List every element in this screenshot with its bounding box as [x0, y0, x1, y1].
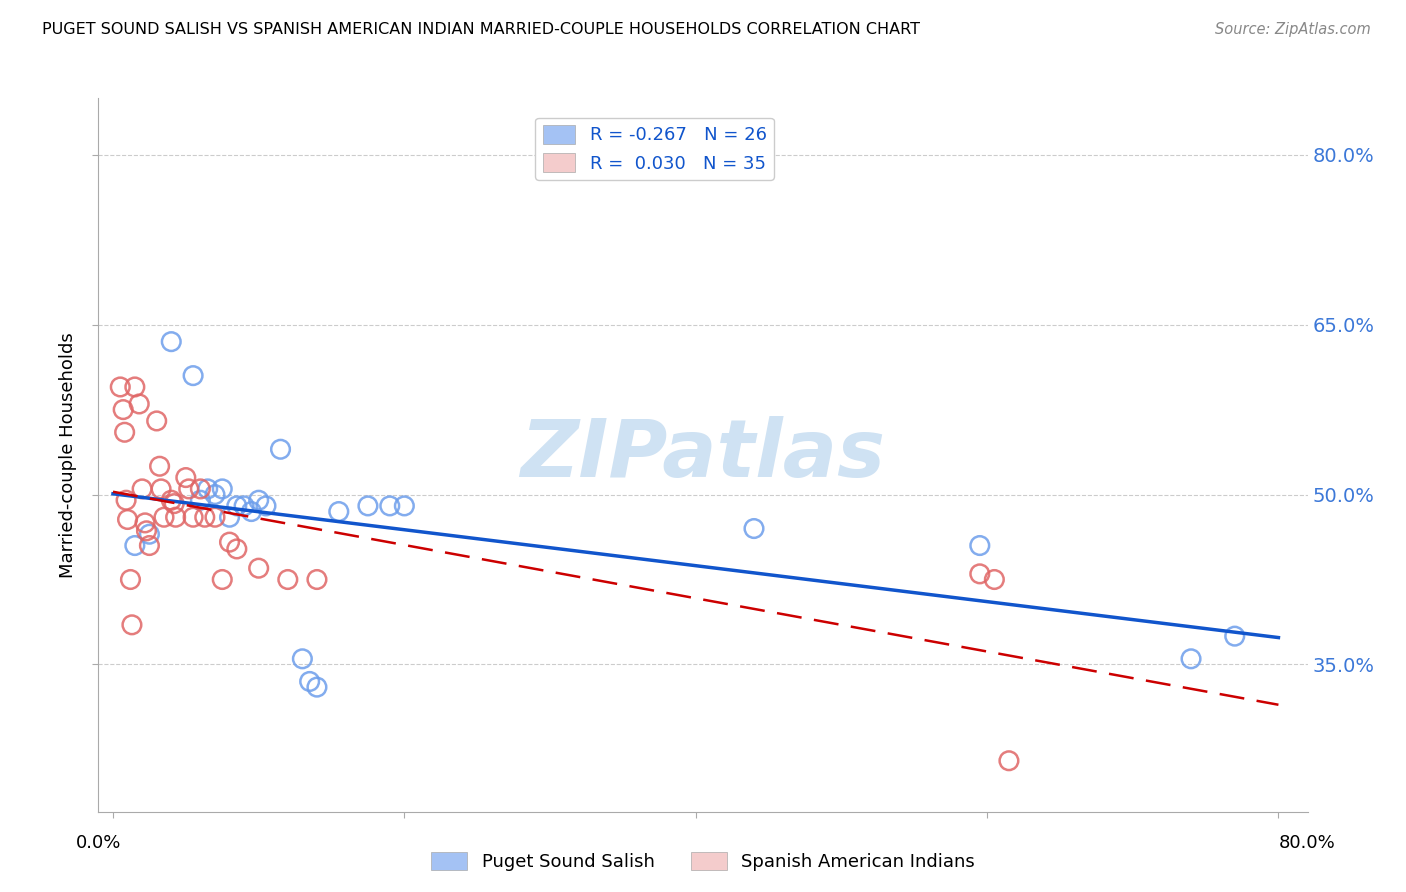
Point — [270, 442, 292, 457]
Point — [160, 493, 183, 508]
Point — [145, 414, 167, 428]
Point — [394, 499, 416, 513]
Point — [177, 482, 200, 496]
Point — [181, 510, 204, 524]
Point — [190, 493, 212, 508]
Point — [225, 499, 247, 513]
Point — [298, 674, 321, 689]
Point — [983, 573, 1005, 587]
Point — [190, 482, 212, 496]
Point — [357, 499, 380, 513]
Text: ZIPatlas: ZIPatlas — [520, 416, 886, 494]
Point — [204, 487, 226, 501]
Point — [120, 573, 142, 587]
Point — [128, 397, 150, 411]
Point — [149, 459, 172, 474]
Point — [124, 380, 146, 394]
Point — [204, 510, 226, 524]
Point — [112, 402, 135, 417]
Point — [305, 573, 328, 587]
Point — [114, 425, 136, 440]
Point — [1180, 652, 1202, 666]
Point — [233, 499, 256, 513]
Legend: Puget Sound Salish, Spanish American Indians: Puget Sound Salish, Spanish American Ind… — [423, 845, 983, 879]
Point — [121, 617, 143, 632]
Point — [291, 652, 314, 666]
Point — [124, 539, 146, 553]
Point — [277, 573, 299, 587]
Point — [138, 539, 160, 553]
Point — [742, 522, 765, 536]
Point — [110, 380, 132, 394]
Point — [254, 499, 277, 513]
Point — [181, 368, 204, 383]
Point — [378, 499, 401, 513]
Point — [211, 482, 233, 496]
Point — [117, 512, 139, 526]
Point — [218, 535, 240, 549]
Point — [163, 497, 186, 511]
Text: 0.0%: 0.0% — [76, 834, 121, 852]
Text: Source: ZipAtlas.com: Source: ZipAtlas.com — [1215, 22, 1371, 37]
Point — [998, 754, 1021, 768]
Point — [174, 470, 197, 484]
Point — [165, 510, 187, 524]
Point — [160, 334, 183, 349]
Point — [138, 527, 160, 541]
Point — [247, 493, 270, 508]
Point — [225, 541, 247, 556]
Point — [115, 493, 138, 508]
Point — [218, 510, 240, 524]
Legend: R = -0.267   N = 26, R =  0.030   N = 35: R = -0.267 N = 26, R = 0.030 N = 35 — [536, 118, 773, 180]
Point — [305, 680, 328, 694]
Point — [150, 482, 173, 496]
Text: PUGET SOUND SALISH VS SPANISH AMERICAN INDIAN MARRIED-COUPLE HOUSEHOLDS CORRELAT: PUGET SOUND SALISH VS SPANISH AMERICAN I… — [42, 22, 920, 37]
Point — [247, 561, 270, 575]
Point — [1223, 629, 1246, 643]
Point — [328, 504, 350, 518]
Point — [134, 516, 156, 530]
Point — [153, 510, 176, 524]
Point — [969, 539, 991, 553]
Text: 80.0%: 80.0% — [1279, 834, 1336, 852]
Point — [211, 573, 233, 587]
Point — [197, 482, 219, 496]
Point — [969, 566, 991, 581]
Point — [194, 510, 217, 524]
Point — [131, 482, 153, 496]
Point — [240, 504, 263, 518]
Point — [135, 524, 157, 538]
Y-axis label: Married-couple Households: Married-couple Households — [59, 332, 77, 578]
